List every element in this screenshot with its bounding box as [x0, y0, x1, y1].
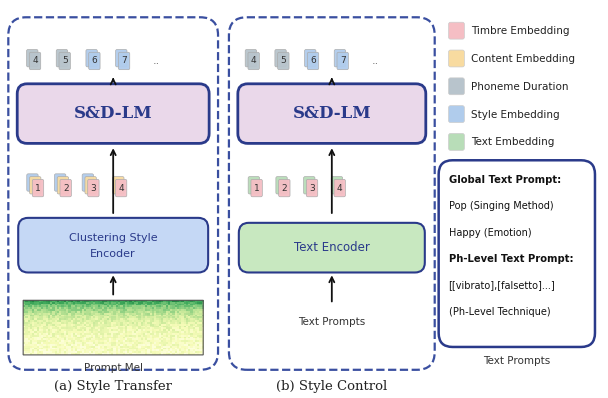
Text: 4: 4 — [251, 57, 257, 65]
FancyBboxPatch shape — [116, 49, 127, 67]
Text: 2: 2 — [63, 183, 69, 193]
FancyBboxPatch shape — [248, 177, 260, 194]
Text: Text Encoder: Text Encoder — [294, 241, 370, 254]
Text: S&D-LM: S&D-LM — [292, 105, 371, 122]
Text: [[vibrato],[falsetto]...]: [[vibrato],[falsetto]...] — [449, 281, 555, 291]
FancyBboxPatch shape — [438, 160, 595, 347]
FancyBboxPatch shape — [449, 105, 465, 123]
Text: 7: 7 — [121, 57, 127, 65]
FancyBboxPatch shape — [29, 52, 41, 70]
FancyBboxPatch shape — [306, 179, 318, 197]
Text: Text Embedding: Text Embedding — [471, 137, 554, 147]
FancyBboxPatch shape — [337, 52, 348, 70]
FancyBboxPatch shape — [449, 22, 465, 39]
Text: Text Prompts: Text Prompts — [483, 356, 550, 366]
Text: 1: 1 — [254, 183, 260, 193]
FancyBboxPatch shape — [276, 177, 287, 194]
FancyBboxPatch shape — [17, 84, 209, 143]
FancyBboxPatch shape — [85, 177, 96, 194]
FancyBboxPatch shape — [275, 49, 286, 67]
Text: (Ph-Level Technique): (Ph-Level Technique) — [449, 307, 550, 317]
Text: (a) Style Transfer: (a) Style Transfer — [54, 380, 172, 393]
FancyBboxPatch shape — [449, 78, 465, 95]
Text: 7: 7 — [340, 57, 345, 65]
FancyBboxPatch shape — [251, 179, 262, 197]
FancyBboxPatch shape — [278, 52, 289, 70]
FancyBboxPatch shape — [82, 174, 94, 191]
FancyBboxPatch shape — [238, 84, 426, 143]
FancyBboxPatch shape — [89, 52, 100, 70]
FancyBboxPatch shape — [55, 174, 66, 191]
FancyBboxPatch shape — [239, 223, 425, 273]
FancyBboxPatch shape — [59, 52, 71, 70]
Text: 5: 5 — [280, 57, 286, 65]
Text: Encoder: Encoder — [91, 249, 136, 259]
Text: Global Text Prompt:: Global Text Prompt: — [449, 175, 561, 185]
Text: Ph-Level Text Prompt:: Ph-Level Text Prompt: — [449, 254, 573, 264]
FancyBboxPatch shape — [334, 179, 345, 197]
Text: Content Embedding: Content Embedding — [471, 54, 575, 64]
Text: 6: 6 — [92, 57, 97, 65]
Text: ..: .. — [153, 56, 161, 66]
FancyBboxPatch shape — [88, 179, 99, 197]
FancyBboxPatch shape — [449, 133, 465, 150]
FancyBboxPatch shape — [18, 218, 208, 273]
Text: 5: 5 — [62, 57, 67, 65]
FancyBboxPatch shape — [278, 179, 290, 197]
FancyBboxPatch shape — [307, 52, 319, 70]
FancyBboxPatch shape — [30, 177, 41, 194]
Text: Text Prompts: Text Prompts — [298, 317, 365, 327]
FancyBboxPatch shape — [305, 49, 316, 67]
Text: S&D-LM: S&D-LM — [74, 105, 153, 122]
FancyBboxPatch shape — [57, 49, 67, 67]
FancyBboxPatch shape — [60, 179, 71, 197]
FancyBboxPatch shape — [112, 177, 124, 194]
Text: 6: 6 — [310, 57, 316, 65]
Text: (b) Style Control: (b) Style Control — [276, 380, 387, 393]
FancyBboxPatch shape — [303, 177, 315, 194]
Text: 2: 2 — [282, 183, 287, 193]
Text: Clustering Style: Clustering Style — [69, 233, 157, 243]
Text: 4: 4 — [337, 183, 342, 193]
FancyBboxPatch shape — [449, 50, 465, 67]
FancyBboxPatch shape — [57, 177, 69, 194]
FancyBboxPatch shape — [334, 49, 345, 67]
Text: ..: .. — [371, 56, 379, 66]
FancyBboxPatch shape — [331, 177, 343, 194]
FancyBboxPatch shape — [32, 179, 44, 197]
Text: 4: 4 — [119, 183, 124, 193]
Text: Timbre Embedding: Timbre Embedding — [471, 26, 570, 36]
FancyBboxPatch shape — [248, 52, 260, 70]
Text: Happy (Emotion): Happy (Emotion) — [449, 228, 531, 238]
Text: Prompt Mel: Prompt Mel — [84, 363, 143, 373]
FancyBboxPatch shape — [116, 179, 127, 197]
FancyBboxPatch shape — [27, 49, 38, 67]
Text: 4: 4 — [32, 57, 38, 65]
FancyBboxPatch shape — [245, 49, 257, 67]
FancyBboxPatch shape — [86, 49, 97, 67]
FancyBboxPatch shape — [27, 174, 38, 191]
Text: Phoneme Duration: Phoneme Duration — [471, 82, 569, 92]
Text: 3: 3 — [91, 183, 96, 193]
Text: 1: 1 — [35, 183, 41, 193]
FancyBboxPatch shape — [119, 52, 130, 70]
Text: 3: 3 — [309, 183, 315, 193]
Text: Style Embedding: Style Embedding — [471, 109, 560, 119]
Text: Pop (Singing Method): Pop (Singing Method) — [449, 201, 553, 211]
